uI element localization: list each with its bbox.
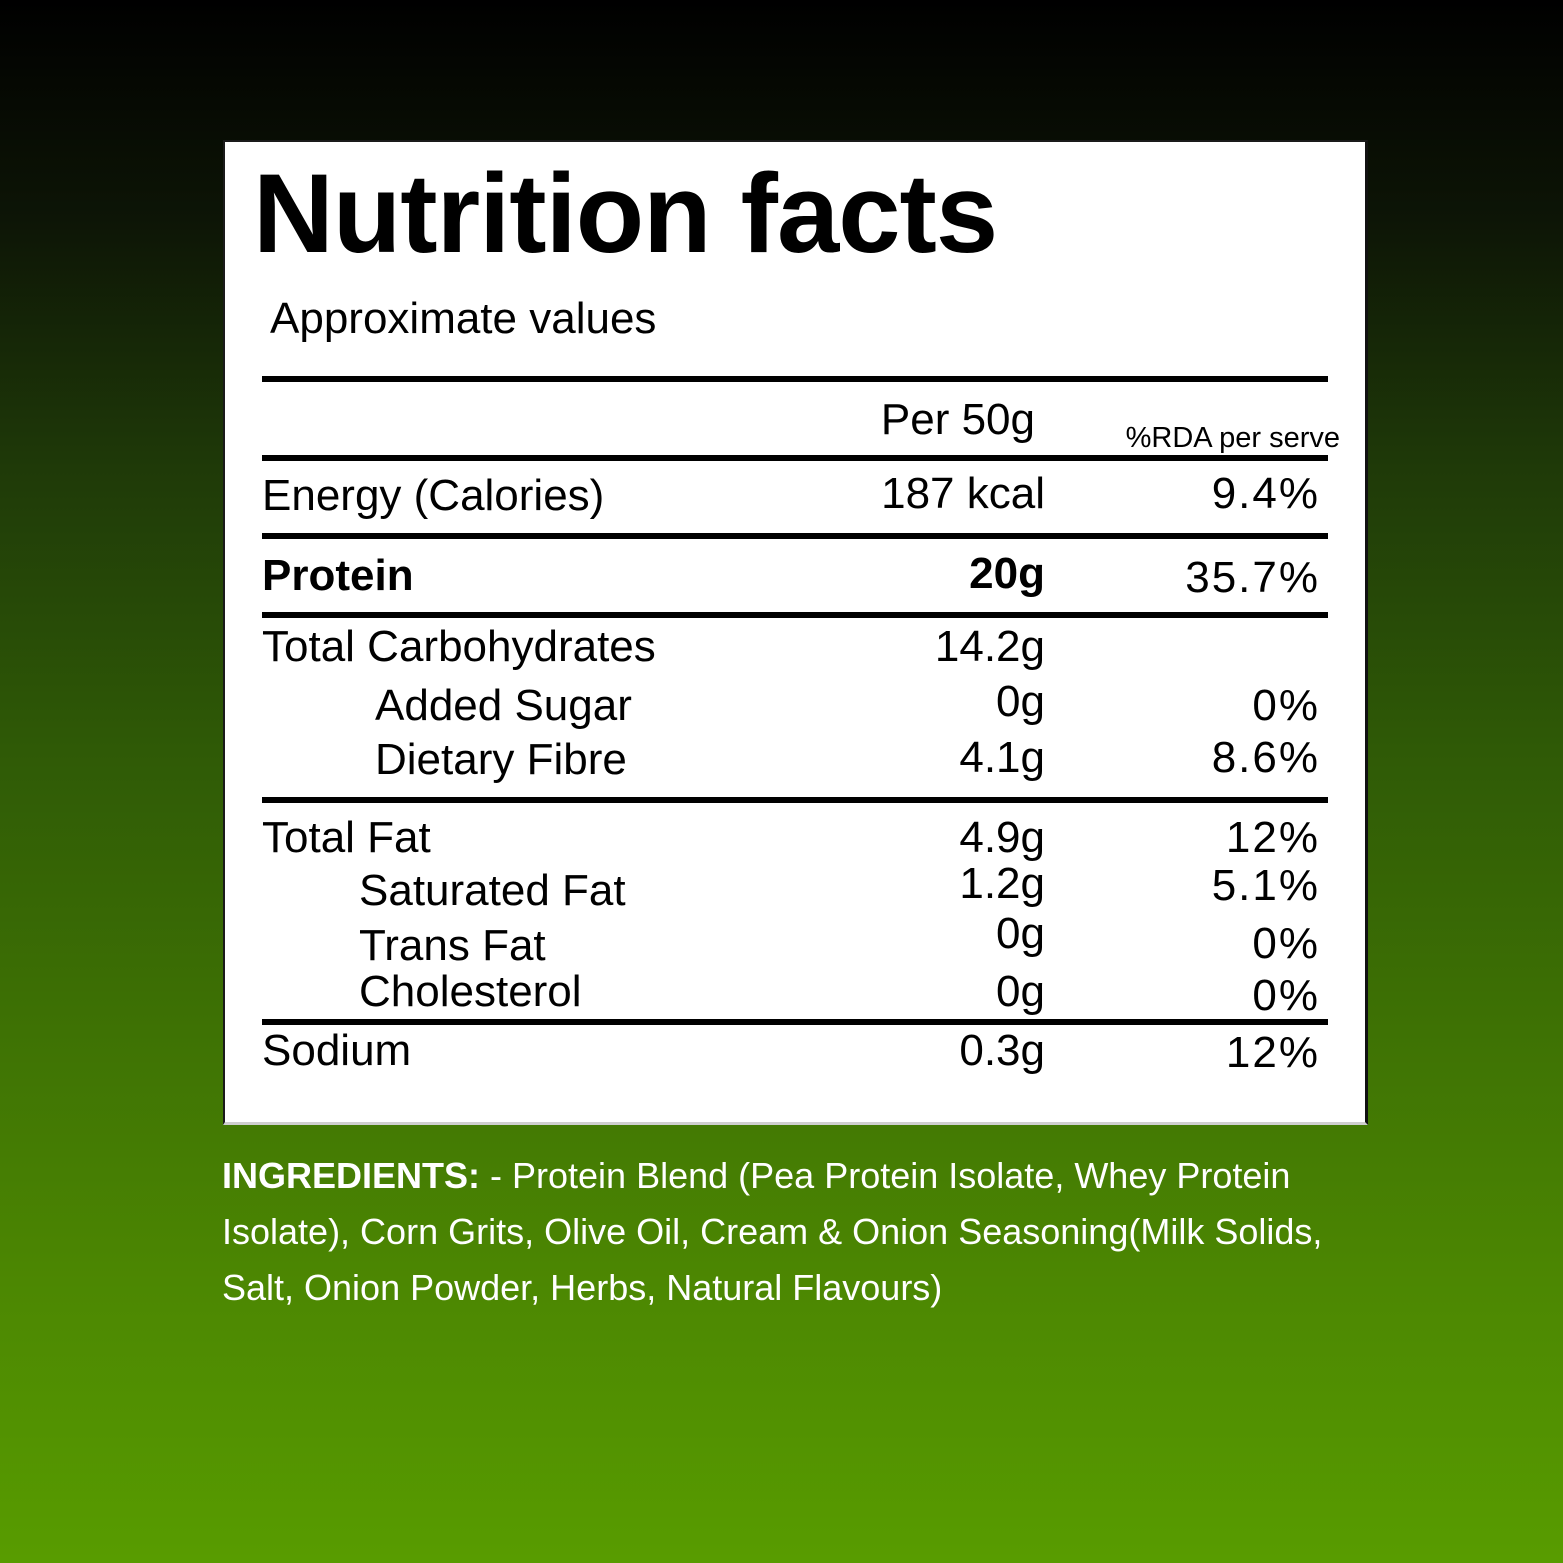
row-total-fat-value: 4.9g xyxy=(959,813,1045,862)
divider-energy xyxy=(262,533,1328,539)
row-energy-label: Energy (Calories) xyxy=(262,471,605,520)
row-added-sugar-value: 0g xyxy=(996,677,1045,726)
row-fibre-rda: 8.6% xyxy=(1211,733,1320,782)
row-carbs-value: 14.2g xyxy=(934,622,1045,671)
row-protein-value: 20g xyxy=(969,549,1045,598)
ingredients-text: INGREDIENTS: - Protein Blend (Pea Protei… xyxy=(222,1148,1342,1316)
divider-fat xyxy=(262,1019,1328,1025)
divider-protein xyxy=(262,612,1328,618)
row-added-sugar-rda: 0% xyxy=(1252,681,1320,730)
label-title: Nutrition facts xyxy=(253,151,998,276)
row-cholesterol-rda: 0% xyxy=(1252,971,1320,1020)
row-sodium-rda: 12% xyxy=(1225,1028,1320,1077)
column-header-per-50g: Per 50g xyxy=(880,395,1035,444)
ingredients-list: - Protein Blend (Pea Protein Isolate, Wh… xyxy=(222,1155,1323,1308)
row-added-sugar-label: Added Sugar xyxy=(375,681,632,730)
row-saturated-fat-label: Saturated Fat xyxy=(359,866,626,915)
row-protein-label: Protein xyxy=(262,551,414,600)
row-trans-fat-rda: 0% xyxy=(1252,919,1320,968)
row-energy-rda: 9.4% xyxy=(1211,469,1320,518)
nutrition-facts-panel: Nutrition facts Approximate values Per 5… xyxy=(223,140,1368,1125)
row-total-fat-rda: 12% xyxy=(1225,813,1320,862)
divider-carbs xyxy=(262,797,1328,803)
divider-top xyxy=(262,376,1328,382)
row-sodium-label: Sodium xyxy=(262,1026,412,1075)
row-cholesterol-value: 0g xyxy=(996,967,1045,1016)
row-fibre-label: Dietary Fibre xyxy=(375,735,627,784)
label-subtitle: Approximate values xyxy=(270,294,657,343)
row-cholesterol-label: Cholesterol xyxy=(359,967,582,1016)
row-sodium-value: 0.3g xyxy=(959,1026,1045,1075)
row-total-fat-label: Total Fat xyxy=(262,813,431,862)
row-trans-fat-label: Trans Fat xyxy=(359,921,546,970)
column-header-rda: %RDA per serve xyxy=(1125,422,1340,454)
row-carbs-label: Total Carbohydrates xyxy=(262,622,656,671)
divider-header xyxy=(262,455,1328,461)
row-energy-value: 187 kcal xyxy=(881,469,1045,518)
row-protein-rda: 35.7% xyxy=(1185,553,1320,602)
row-fibre-value: 4.1g xyxy=(959,733,1045,782)
ingredients-heading: INGREDIENTS: xyxy=(222,1155,481,1196)
row-saturated-fat-value: 1.2g xyxy=(959,859,1045,908)
row-trans-fat-value: 0g xyxy=(996,909,1045,958)
row-saturated-fat-rda: 5.1% xyxy=(1211,861,1320,910)
